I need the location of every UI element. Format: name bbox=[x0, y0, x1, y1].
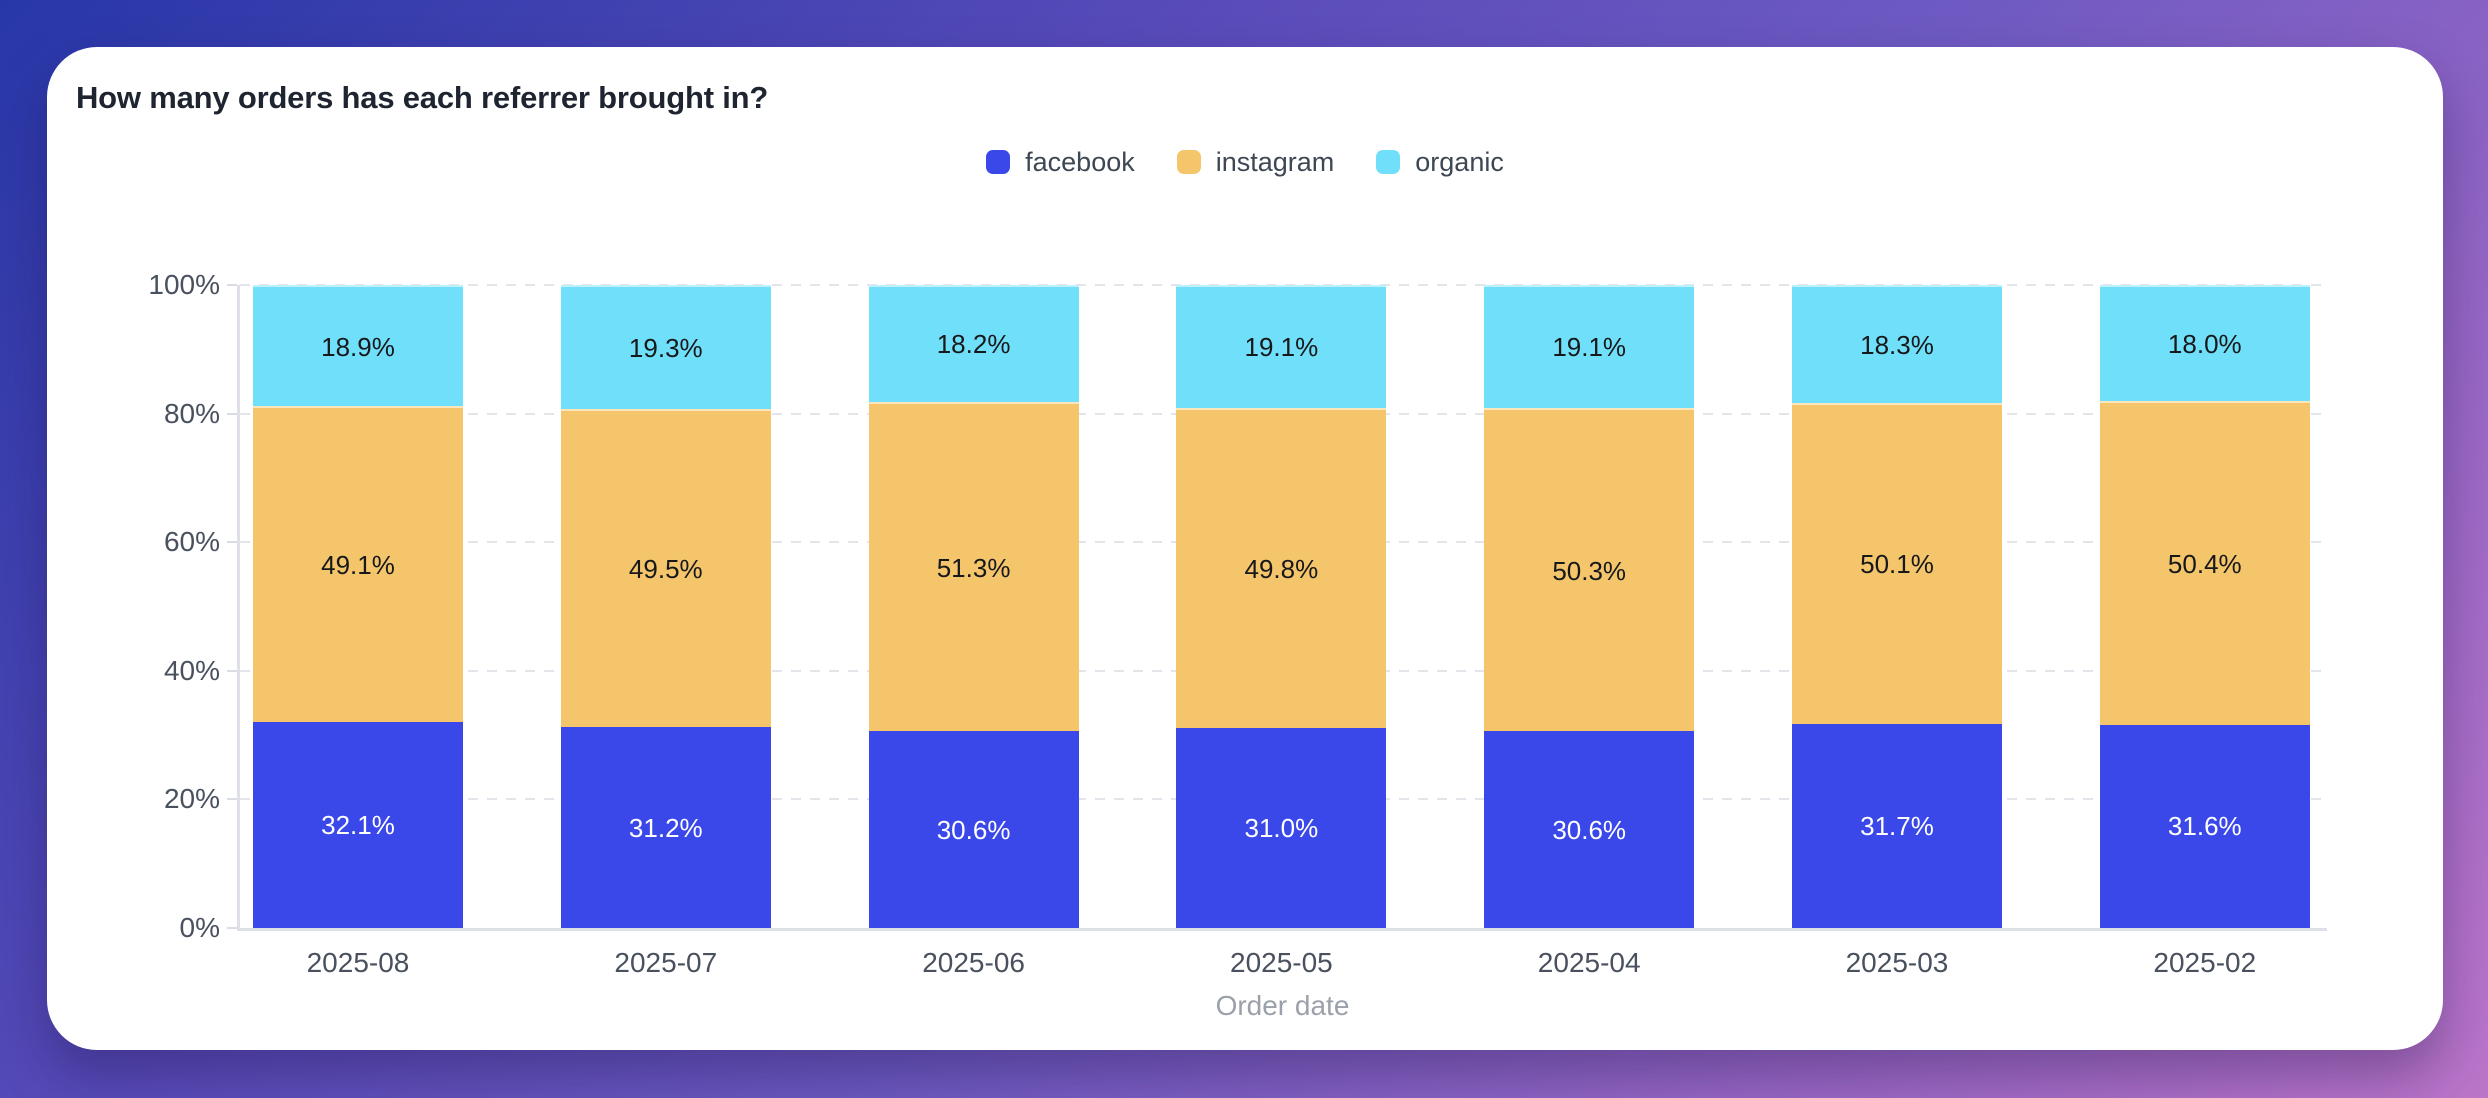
bar-value-label: 50.4% bbox=[2167, 548, 2242, 579]
y-axis-tick bbox=[227, 669, 237, 672]
bar-segment-instagram-2025-04[interactable]: 50.3% bbox=[1484, 407, 1695, 732]
bar-segment-instagram-2025-06[interactable]: 51.3% bbox=[868, 401, 1079, 732]
bar-segment-instagram-2025-07[interactable]: 49.5% bbox=[560, 409, 771, 728]
bar-value-label: 31.2% bbox=[628, 812, 703, 843]
bar-value-label: 19.3% bbox=[628, 333, 703, 364]
x-axis-label: 2025-05 bbox=[1230, 947, 1333, 978]
y-axis-label: 100% bbox=[148, 269, 220, 300]
bar-segment-facebook-2025-02[interactable]: 31.6% bbox=[2099, 724, 2310, 928]
legend-label: instagram bbox=[1215, 146, 1335, 177]
bar-value-label: 30.6% bbox=[1552, 814, 1627, 845]
bar-segment-organic-2025-04[interactable]: 19.1% bbox=[1484, 285, 1695, 408]
bar-segment-instagram-2025-05[interactable]: 49.8% bbox=[1176, 407, 1387, 729]
y-axis-label: 80% bbox=[163, 397, 220, 429]
x-axis-label: 2025-08 bbox=[306, 947, 410, 978]
legend: facebook instagram organic bbox=[47, 146, 2443, 178]
bar-value-label: 18.2% bbox=[936, 329, 1011, 360]
y-axis-label: 60% bbox=[163, 526, 220, 558]
bar-segment-facebook-2025-07[interactable]: 31.2% bbox=[560, 727, 771, 928]
bar-segment-facebook-2025-03[interactable]: 31.7% bbox=[1792, 724, 2002, 928]
bar-value-label: 49.8% bbox=[1244, 554, 1319, 585]
y-axis-line bbox=[237, 285, 240, 931]
bar-value-label: 49.1% bbox=[321, 550, 395, 581]
bar-value-label: 49.5% bbox=[628, 554, 703, 585]
bar-segment-facebook-2025-05[interactable]: 31.0% bbox=[1176, 728, 1387, 928]
bar-value-label: 31.0% bbox=[1244, 813, 1319, 844]
x-axis-label: 2025-07 bbox=[614, 947, 718, 978]
bar-value-label: 19.1% bbox=[1552, 332, 1627, 363]
y-axis-label: 0% bbox=[179, 912, 220, 943]
chart-card: How many orders has each referrer brough… bbox=[47, 47, 2443, 1050]
bar-segment-organic-2025-06[interactable]: 18.2% bbox=[868, 285, 1079, 402]
y-axis-tick bbox=[227, 798, 237, 801]
bar-segment-instagram-2025-08[interactable]: 49.1% bbox=[253, 406, 463, 722]
y-axis-label: 40% bbox=[163, 654, 220, 686]
y-axis-tick bbox=[227, 412, 237, 415]
bar-segment-facebook-2025-04[interactable]: 30.6% bbox=[1484, 731, 1695, 928]
bar-value-label: 31.7% bbox=[1860, 811, 1934, 842]
bar-segment-organic-2025-02[interactable]: 18.0% bbox=[2099, 285, 2310, 401]
bar-segment-instagram-2025-02[interactable]: 50.4% bbox=[2099, 400, 2310, 725]
bar-value-label: 18.3% bbox=[1860, 329, 1934, 360]
x-axis-label: 2025-04 bbox=[1537, 947, 1641, 978]
x-axis-label: 2025-03 bbox=[1845, 947, 1949, 978]
legend-swatch-facebook bbox=[986, 150, 1011, 174]
legend-item-organic[interactable]: organic bbox=[1376, 147, 1504, 178]
bar-value-label: 18.9% bbox=[321, 331, 395, 362]
legend-item-facebook[interactable]: facebook bbox=[986, 147, 1135, 178]
x-axis-line bbox=[237, 928, 2327, 931]
legend-item-instagram[interactable]: instagram bbox=[1176, 146, 1335, 178]
y-axis-tick bbox=[227, 284, 237, 286]
legend-swatch-organic bbox=[1376, 150, 1401, 174]
bar-segment-organic-2025-08[interactable]: 18.9% bbox=[253, 285, 463, 407]
bar-value-label: 50.3% bbox=[1552, 555, 1627, 586]
x-axis-title: Order date bbox=[1215, 990, 1350, 1021]
bar-value-label: 30.6% bbox=[936, 814, 1011, 845]
legend-label: organic bbox=[1415, 146, 1504, 177]
y-axis-label: 20% bbox=[163, 783, 220, 815]
bar-segment-organic-2025-07[interactable]: 19.3% bbox=[560, 285, 771, 410]
stacked-bar-chart: 0% 20% 40% 60% 80% 100% 32.1% 49.1% 18.9% 2025-08… bbox=[148, 269, 2327, 978]
bar-segment-facebook-2025-06[interactable]: 30.6% bbox=[868, 731, 1079, 928]
x-axis-label: 2025-06 bbox=[922, 947, 1025, 978]
bar-segment-organic-2025-03[interactable]: 18.3% bbox=[1792, 285, 2002, 403]
bar-value-label: 31.6% bbox=[2167, 811, 2242, 842]
bar-segment-facebook-2025-08[interactable]: 32.1% bbox=[253, 721, 463, 928]
bar-segment-organic-2025-05[interactable]: 19.1% bbox=[1176, 285, 1387, 408]
legend-swatch-instagram bbox=[1176, 150, 1201, 174]
chart-title: How many orders has each referrer brough… bbox=[76, 80, 769, 115]
bar-segment-instagram-2025-03[interactable]: 50.1% bbox=[1792, 402, 2002, 725]
x-axis-label: 2025-02 bbox=[2153, 947, 2257, 978]
bar-value-label: 32.1% bbox=[321, 809, 395, 840]
bar-value-label: 50.1% bbox=[1860, 549, 1934, 580]
y-axis-tick bbox=[227, 541, 237, 544]
y-axis-tick bbox=[227, 927, 237, 929]
bar-value-label: 18.0% bbox=[2167, 328, 2242, 359]
bar-value-label: 51.3% bbox=[936, 552, 1011, 583]
bar-value-label: 19.1% bbox=[1244, 332, 1319, 363]
legend-label: facebook bbox=[1025, 146, 1135, 177]
